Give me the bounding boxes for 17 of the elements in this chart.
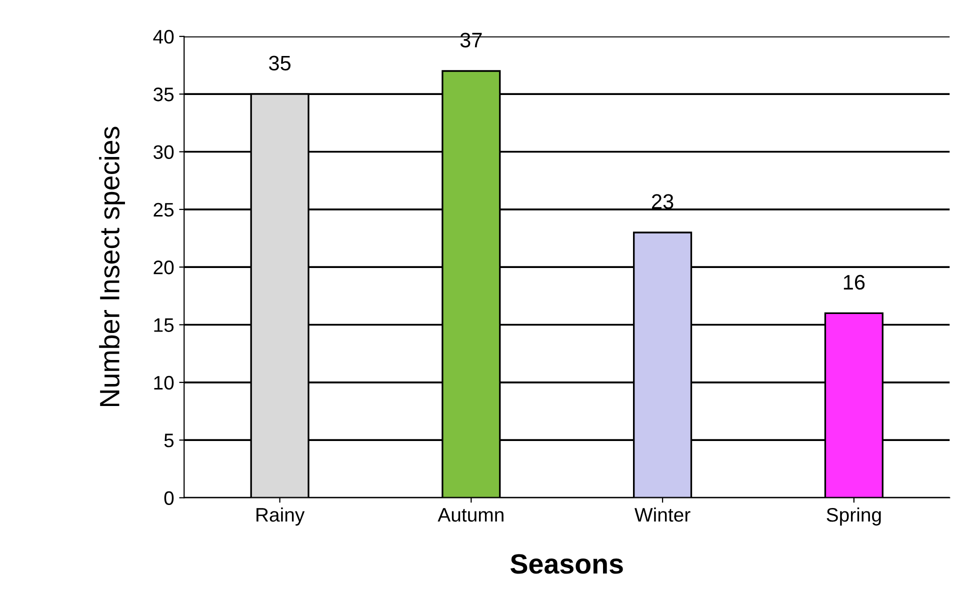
- y-axis-title: Number Insect species: [99, 126, 125, 406]
- y-tick-label: 40: [153, 30, 174, 44]
- x-tick-label: Autumn: [438, 508, 504, 522]
- data-label: 16: [844, 274, 865, 290]
- y-tick-label: 15: [154, 318, 174, 332]
- x-tick-label: Spring: [826, 507, 881, 526]
- y-tick-label: 35: [154, 88, 174, 102]
- y-tick-label: 10: [154, 376, 174, 390]
- x-axis-title: Seasons: [510, 554, 623, 574]
- y-tick-label: 5: [164, 434, 174, 448]
- x-tick-label: Winter: [634, 507, 690, 522]
- y-tick-label: 30: [154, 145, 174, 159]
- x-tick-label: Rainy: [256, 507, 305, 526]
- data-label: 35: [269, 56, 291, 71]
- y-tick-label: 25: [154, 202, 174, 217]
- y-tick-label: 20: [154, 260, 174, 274]
- y-tick-label: 0: [164, 491, 174, 505]
